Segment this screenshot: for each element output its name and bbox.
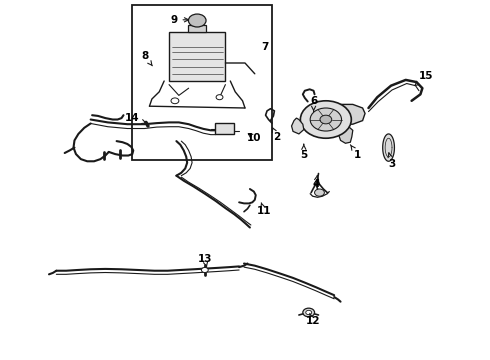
Text: 8: 8 [141, 51, 152, 66]
Text: 13: 13 [197, 254, 212, 267]
Text: 12: 12 [305, 313, 320, 326]
Circle shape [201, 267, 208, 273]
Bar [132, 5, 272, 160]
Circle shape [303, 308, 315, 317]
Polygon shape [338, 124, 353, 143]
Polygon shape [383, 134, 394, 161]
Text: 5: 5 [300, 144, 307, 160]
Circle shape [306, 310, 312, 315]
Text: 7: 7 [261, 42, 269, 52]
Bar [169, 32, 225, 81]
Bar [215, 123, 234, 134]
Circle shape [216, 95, 223, 100]
Circle shape [315, 189, 324, 196]
Bar [188, 25, 206, 32]
Text: 1: 1 [350, 145, 361, 160]
Circle shape [320, 115, 332, 124]
Polygon shape [292, 118, 304, 134]
Text: 15: 15 [415, 71, 434, 86]
Text: 4: 4 [312, 176, 320, 189]
Text: 2: 2 [272, 128, 280, 142]
Circle shape [310, 108, 342, 131]
Circle shape [171, 98, 179, 104]
Text: 14: 14 [125, 113, 146, 123]
Circle shape [300, 101, 351, 138]
Polygon shape [327, 104, 365, 124]
Text: 10: 10 [246, 132, 261, 143]
Text: 6: 6 [310, 96, 317, 111]
Text: 3: 3 [388, 153, 395, 169]
Text: 9: 9 [171, 15, 189, 25]
Text: 11: 11 [256, 203, 271, 216]
Circle shape [188, 14, 206, 27]
